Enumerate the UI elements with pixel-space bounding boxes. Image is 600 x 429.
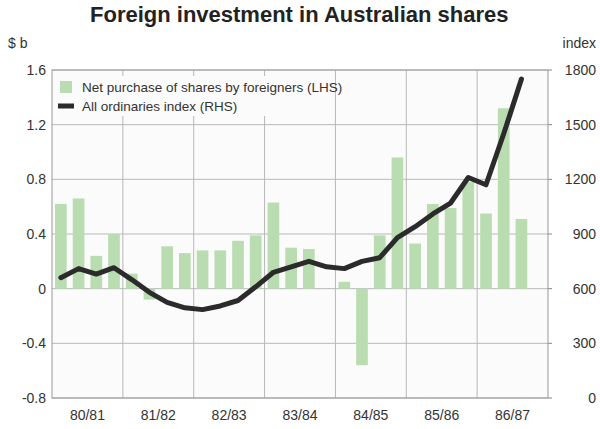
bar [480, 214, 492, 289]
bar [445, 208, 457, 289]
bar [232, 241, 244, 289]
x-tick-label: 85/86 [424, 407, 459, 423]
legend-swatch [58, 104, 74, 109]
x-tick-label: 86/87 [495, 407, 530, 423]
y-tick-label: 0.8 [27, 171, 47, 187]
grid-line-vertical [335, 70, 336, 398]
bar [321, 288, 333, 289]
y2-tick-label: 1200 [565, 171, 596, 187]
bar [516, 219, 528, 289]
bar [303, 249, 315, 289]
grid-line [52, 343, 548, 344]
bar [356, 289, 368, 366]
legend-label: All ordinaries index (RHS) [82, 99, 237, 114]
bar [179, 253, 191, 289]
y2-tick [548, 288, 552, 289]
y-tick-label: 0.4 [27, 226, 47, 242]
y2-tick-label: 1800 [565, 62, 596, 78]
x-tick-label: 81/82 [141, 407, 176, 423]
x-tick-label: 80/81 [70, 407, 105, 423]
grid-line-vertical [477, 70, 478, 398]
chart: Foreign investment in Australian shares -… [0, 0, 600, 429]
grid-line-vertical [122, 70, 123, 398]
y2-tick-label: 600 [573, 281, 597, 297]
y-tick-label: -0.8 [22, 390, 46, 406]
bar [197, 250, 209, 288]
background [0, 0, 600, 429]
legend-label: Net purchase of shares by foreigners (LH… [82, 80, 342, 95]
y2-tick [548, 70, 552, 71]
x-tick-label: 84/85 [353, 407, 388, 423]
title-line: Foreign investment in Australian shares [90, 2, 509, 27]
frame [52, 70, 548, 398]
title: Foreign investment in Australian shares [90, 2, 509, 27]
y-tick-label: 0 [38, 281, 46, 297]
y2-tick-label: 900 [573, 226, 597, 242]
y2-tick-label: 300 [573, 335, 597, 351]
y-tick-label: 1.2 [27, 117, 47, 133]
bar [462, 182, 474, 289]
legend: Net purchase of shares by foreigners (LH… [56, 76, 342, 116]
legend-swatch [60, 81, 72, 93]
x-tick-label: 83/84 [282, 407, 317, 423]
y2-axis-label: index [563, 35, 596, 51]
grid-line [52, 124, 548, 125]
grid-line-vertical [264, 70, 265, 398]
bar [108, 234, 120, 289]
plot-area [52, 70, 548, 398]
y2-tick-label: 1500 [565, 117, 596, 133]
bar [73, 198, 85, 288]
y2-tick [548, 234, 552, 235]
y2-tick [548, 398, 552, 399]
y2-tick [548, 343, 552, 344]
y2-tick-label: 0 [588, 390, 596, 406]
grid-line-vertical [193, 70, 194, 398]
bar [338, 282, 350, 289]
bar [374, 235, 386, 288]
y-axis-label: $ b [8, 35, 28, 51]
y2-tick [548, 179, 552, 180]
y-tick-label: 1.6 [27, 62, 47, 78]
marks [55, 79, 527, 365]
x-tick-label: 82/83 [212, 407, 247, 423]
y2-tick [548, 124, 552, 125]
bar [409, 244, 421, 289]
bar [161, 246, 173, 288]
bar [392, 157, 404, 288]
y-tick-label: -0.4 [22, 335, 46, 351]
bar [214, 250, 226, 288]
